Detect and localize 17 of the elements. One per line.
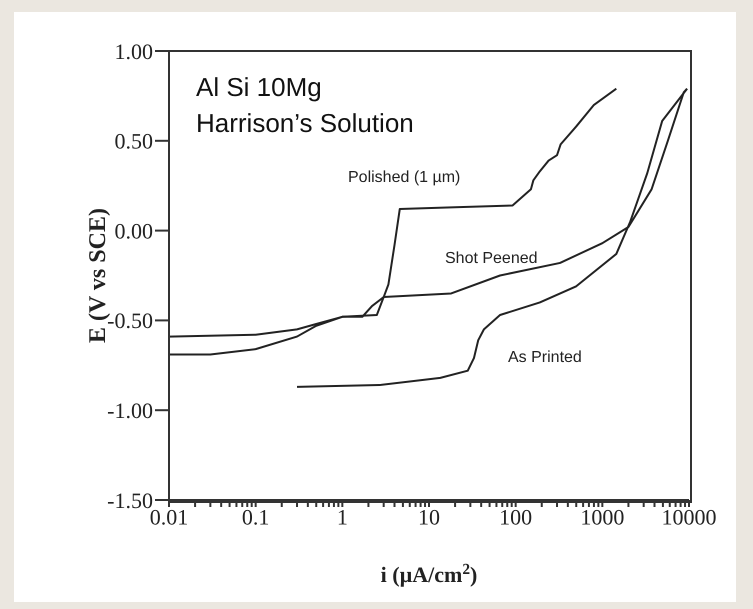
x-tick-label: 10 bbox=[418, 504, 440, 530]
x-tick-label: 1000 bbox=[580, 504, 624, 530]
x-tick-label: 1 bbox=[336, 504, 348, 530]
annotation: Al Si 10Mg bbox=[196, 71, 323, 104]
y-tick-label: 0.50 bbox=[114, 128, 153, 154]
series-label: Shot Peened bbox=[445, 250, 538, 268]
x-axis-title: i (µA/cm$^{2}$) bbox=[380, 560, 478, 587]
y-tick-label: -0.50 bbox=[107, 308, 153, 334]
series-label: As Printed bbox=[508, 349, 582, 367]
y-tick-label: -1.00 bbox=[107, 398, 153, 424]
x-tick-label: 100 bbox=[499, 504, 532, 530]
y-tick-label: 0.00 bbox=[114, 218, 153, 244]
annotation: Harrison’s Solution bbox=[196, 107, 414, 140]
series-label: Polished (1 µm) bbox=[348, 169, 460, 187]
x-tick-label: 10000 bbox=[662, 504, 716, 530]
y-tick-label: 1.00 bbox=[114, 38, 153, 64]
x-tick-label: 0.1 bbox=[242, 504, 270, 530]
